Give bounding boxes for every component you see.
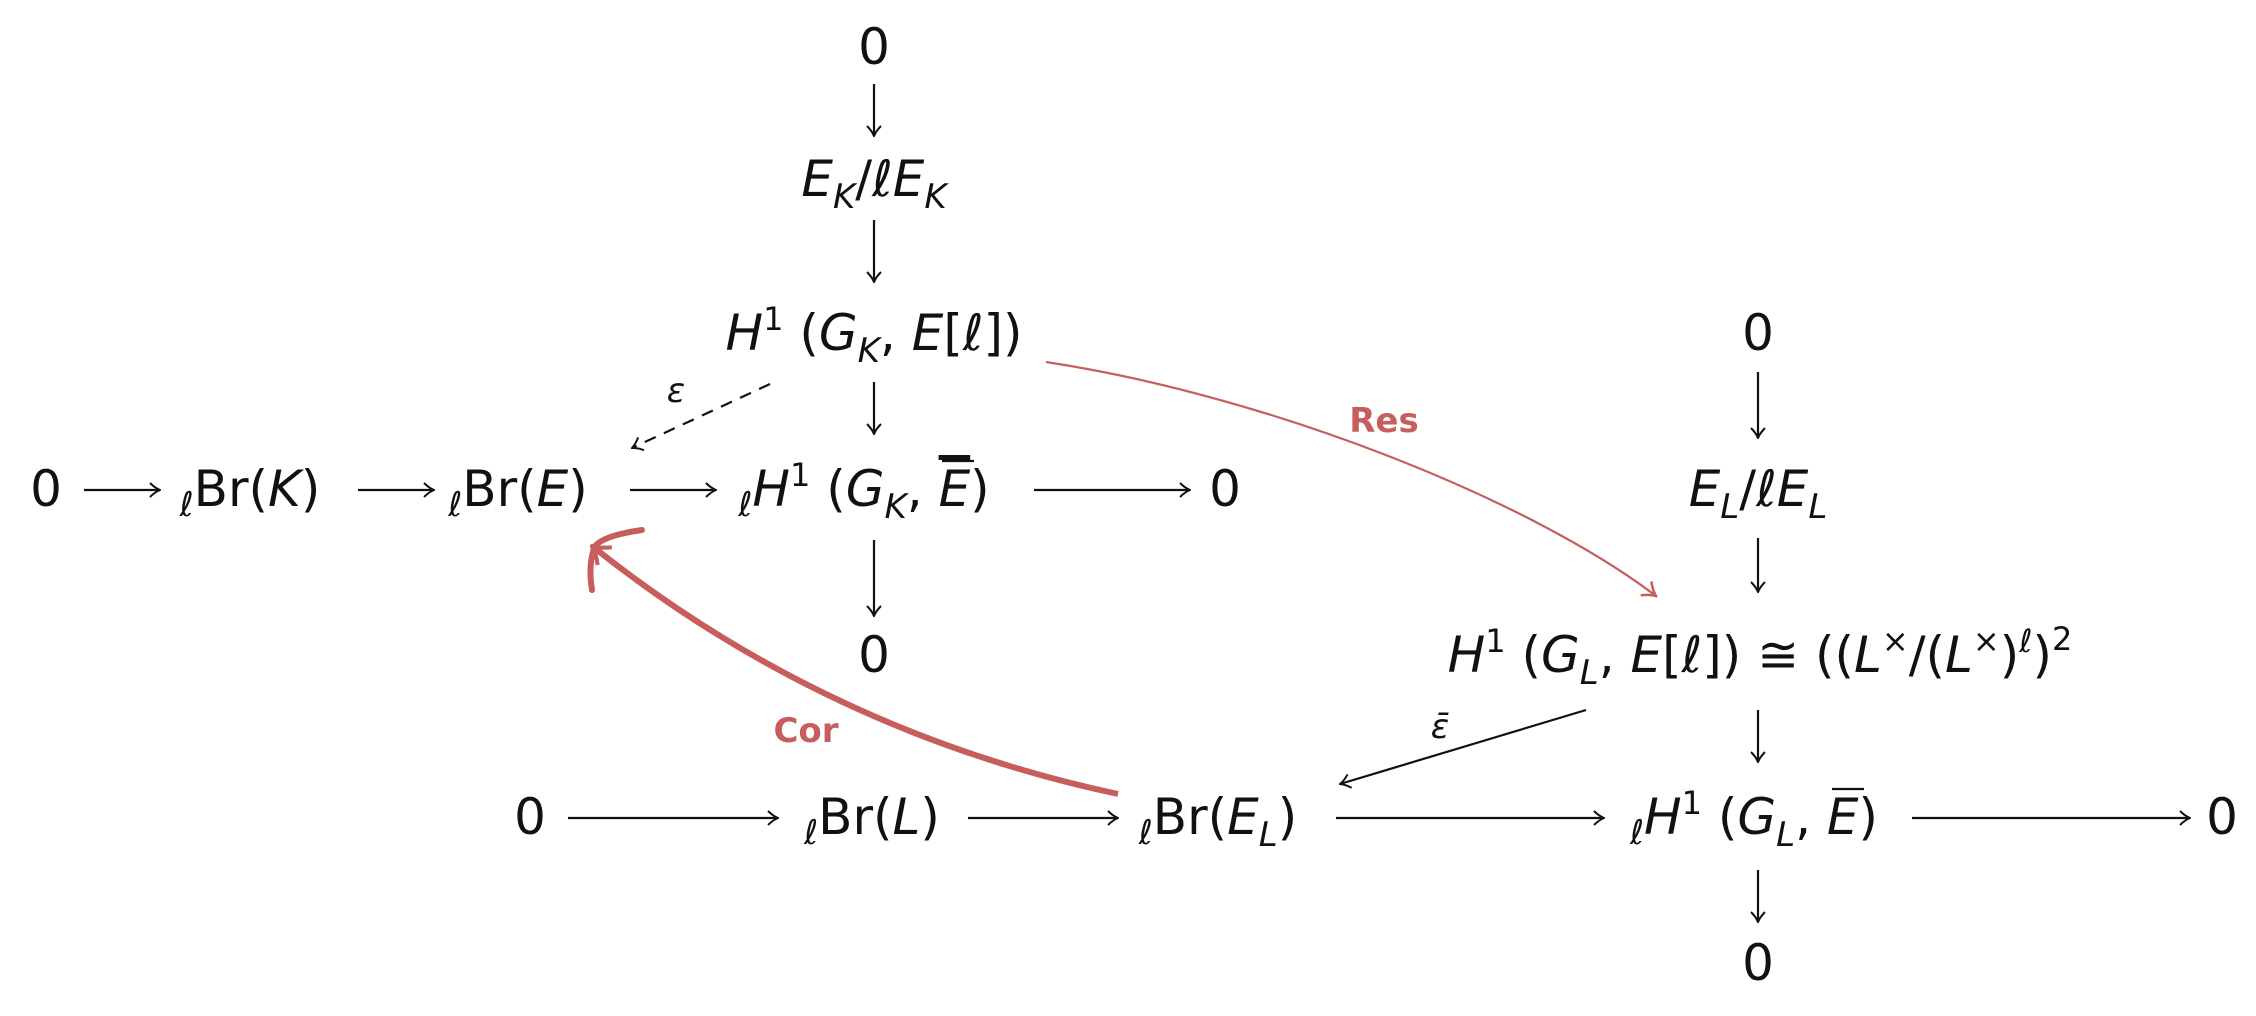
arrow-epsilon-bar	[1340, 708, 1587, 784]
row1-zero-left: 0	[30, 460, 62, 518]
cor-arrowhead	[587, 527, 645, 593]
right-top-zero: 0	[1742, 304, 1774, 362]
h1-gk-ebar: ℓH1 (GK, E)	[737, 456, 989, 527]
bottom-zero: 0	[1742, 934, 1774, 992]
label-cor: Cor	[773, 711, 838, 751]
br-el: ℓBr(EL)	[1138, 788, 1297, 855]
h1-gl-ebar: ℓH1 (GL, E)	[1629, 784, 1878, 855]
row1-zero-right: 0	[1209, 460, 1241, 518]
label-epsilon: ε	[667, 371, 685, 411]
arrow-cor	[592, 546, 1119, 797]
label-res: Res	[1349, 401, 1418, 441]
row2-zero-left: 0	[514, 788, 546, 846]
arrow-res	[1045, 360, 1656, 596]
br-e: ℓBr(E)	[447, 460, 588, 525]
ek-quotient: EK/ℓEK	[801, 150, 949, 217]
h1-below-zero: 0	[858, 626, 890, 684]
label-epsilon-bar: ε̄	[1431, 707, 1449, 747]
el-quotient: EL/ℓEL	[1689, 460, 1828, 527]
br-k: ℓBr(K)	[179, 460, 321, 525]
arrow-epsilon	[632, 383, 771, 448]
h1-gk-e-ell: H1 (GK, E[ℓ])	[726, 300, 1023, 371]
h1-gl-e-ell-iso: H1 (GL, E[ℓ]) ≅ ((L×/(L×)ℓ)2	[1448, 620, 2073, 693]
top-zero: 0	[858, 18, 890, 76]
row2-zero-right: 0	[2206, 788, 2238, 846]
br-l: ℓBr(L)	[803, 788, 940, 853]
